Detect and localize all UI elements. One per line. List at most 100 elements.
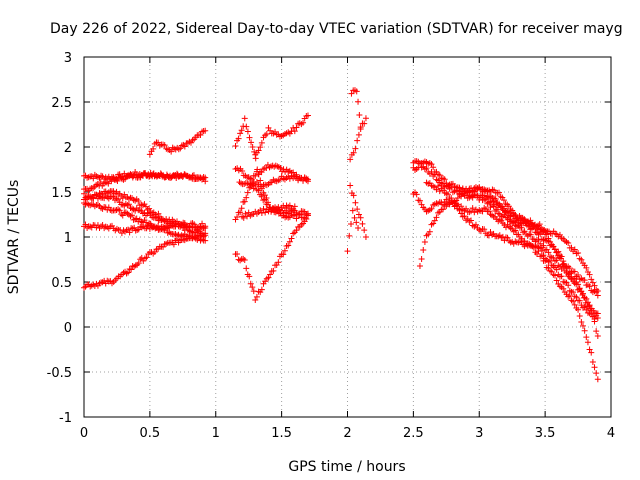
data-point [458, 203, 465, 210]
data-point [301, 214, 308, 221]
data-point [444, 191, 451, 198]
data-point [510, 228, 517, 235]
data-point [105, 180, 112, 187]
data-point [105, 189, 112, 196]
data-point [482, 196, 489, 203]
data-point [119, 212, 126, 219]
chart-title: Day 226 of 2022, Sidereal Day-to-day VTE… [50, 21, 623, 37]
data-point [481, 226, 488, 233]
data-point [428, 161, 435, 168]
data-point [464, 215, 471, 222]
data-point [550, 255, 557, 262]
data-point [353, 219, 360, 226]
data-point [300, 177, 307, 184]
data-point [290, 169, 297, 176]
data-point [423, 165, 430, 172]
data-point [507, 213, 514, 220]
data-point [161, 142, 168, 149]
data-point [257, 144, 264, 151]
data-point [551, 246, 558, 253]
data-point [234, 214, 241, 221]
data-point [116, 207, 123, 214]
series-s13 [232, 115, 311, 218]
data-point [90, 175, 97, 182]
data-point [291, 128, 298, 135]
data-point [352, 145, 359, 152]
data-point [293, 124, 300, 131]
data-point [578, 256, 585, 263]
data-point [189, 220, 196, 227]
data-point [560, 285, 567, 292]
data-point [576, 297, 583, 304]
data-point [526, 231, 533, 238]
data-point [553, 257, 560, 264]
data-point [565, 282, 572, 289]
data-point [241, 257, 248, 264]
data-point [238, 205, 245, 212]
data-point [436, 172, 443, 179]
data-point [187, 139, 194, 146]
data-point [454, 194, 461, 201]
data-point [235, 135, 242, 142]
data-point [139, 202, 146, 209]
data-point [267, 271, 274, 278]
data-point [575, 272, 582, 278]
x-tick-label: 0 [80, 426, 88, 441]
data-point [584, 339, 591, 346]
data-point [578, 318, 585, 325]
data-point [496, 216, 503, 223]
data-point [566, 265, 573, 272]
data-point [441, 176, 448, 183]
data-point [421, 239, 428, 246]
data-point [563, 268, 570, 275]
data-point [245, 209, 252, 216]
data-point [115, 206, 122, 213]
data-point [552, 272, 559, 279]
data-point [512, 227, 519, 234]
data-point [469, 205, 476, 212]
data-point [189, 137, 196, 144]
data-point [448, 195, 455, 202]
data-point [166, 225, 173, 232]
data-point [265, 274, 272, 281]
data-point [348, 220, 355, 227]
data-point [237, 209, 244, 216]
series-s2 [81, 170, 209, 194]
data-point [463, 205, 470, 212]
y-tick-label: -1 [59, 411, 72, 426]
data-point [285, 242, 292, 249]
data-point [197, 132, 204, 139]
data-point [431, 217, 438, 224]
data-point [428, 205, 435, 212]
data-point [347, 156, 354, 163]
data-point [575, 306, 582, 313]
y-tick-label: -0.5 [47, 366, 72, 381]
data-point [244, 128, 251, 135]
series-s17 [348, 87, 369, 131]
data-point [420, 246, 427, 253]
data-point [258, 286, 265, 293]
data-points [81, 87, 601, 383]
data-point [354, 137, 361, 144]
data-point [357, 214, 364, 221]
data-point [180, 236, 187, 243]
data-point [582, 299, 589, 306]
x-tick-label: 2 [343, 426, 351, 441]
data-point [593, 370, 600, 377]
data-point [430, 164, 437, 171]
data-point [540, 252, 547, 259]
data-point [296, 211, 303, 218]
data-point [416, 197, 423, 204]
data-point [553, 266, 560, 273]
data-point [581, 294, 588, 301]
data-point [146, 151, 153, 158]
data-point [81, 190, 87, 197]
data-point [143, 254, 150, 261]
data-point [257, 177, 264, 184]
data-point [238, 127, 245, 134]
data-point [591, 315, 598, 322]
series-s19 [344, 207, 362, 255]
data-point [202, 237, 209, 244]
data-point [504, 234, 511, 241]
data-point [362, 115, 369, 122]
